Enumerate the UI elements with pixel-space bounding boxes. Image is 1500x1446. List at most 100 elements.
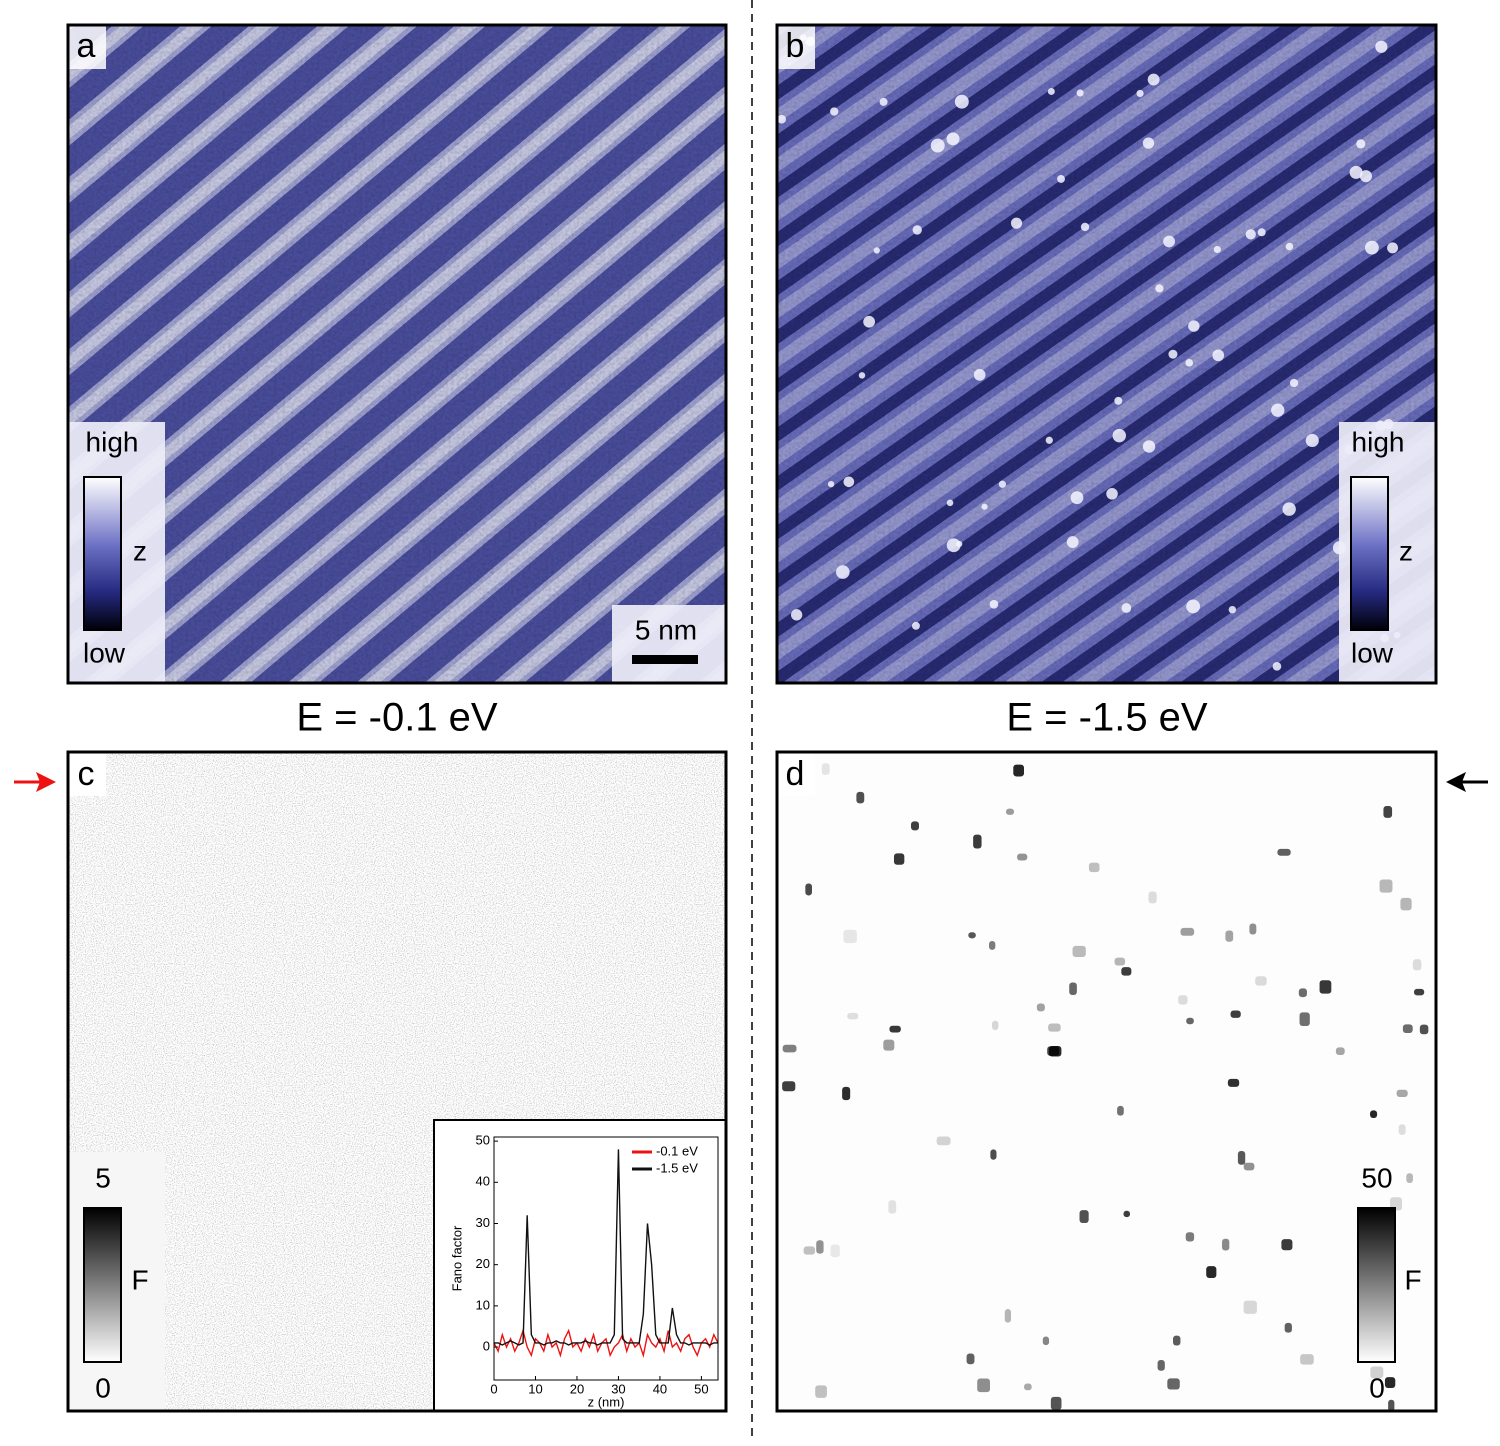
spot: [1375, 40, 1388, 53]
spot: [1048, 1045, 1062, 1057]
plot-frame: [493, 1136, 719, 1381]
spot: [1271, 403, 1285, 417]
spot: [847, 1012, 859, 1020]
spot: [1243, 1300, 1257, 1314]
spot: [1042, 1336, 1050, 1346]
spot: [1186, 599, 1201, 614]
spot: [1163, 235, 1176, 248]
spot: [843, 929, 857, 944]
spot: [1048, 1023, 1061, 1032]
colorbar: [1350, 476, 1389, 631]
spot: [968, 932, 976, 939]
spot: [1359, 170, 1372, 183]
spot: [1066, 536, 1079, 548]
spot: [912, 225, 922, 235]
spot: [1005, 808, 1015, 815]
spot: [1289, 378, 1299, 388]
spot: [1136, 89, 1144, 98]
spot: [1383, 805, 1393, 818]
colorbar-bottom: low: [83, 637, 126, 668]
x-tick-label: 40: [653, 1381, 667, 1396]
spot: [1123, 1210, 1131, 1218]
inset: [433, 1119, 727, 1412]
spot: [1088, 862, 1100, 873]
spot: [989, 599, 999, 609]
spot: [830, 107, 839, 116]
panel-label: c: [78, 755, 95, 793]
spot: [1227, 1078, 1240, 1087]
spot: [1243, 1162, 1255, 1171]
spot: [1300, 1354, 1314, 1365]
spot: [856, 791, 865, 804]
spot: [1017, 853, 1028, 861]
texture: [68, 25, 726, 683]
x-tick-label: 30: [611, 1381, 625, 1396]
inset-chart: 0 10 20 30 40 50 0 10 20 30 40 50 z (nm) Fano factor -…: [449, 1133, 719, 1409]
label-bg: [68, 752, 106, 796]
spot: [1412, 959, 1422, 971]
spot: [1024, 1383, 1032, 1391]
spot: [910, 821, 919, 831]
spot: [1117, 1105, 1124, 1116]
colorbar-bottom: 0: [1369, 1372, 1385, 1403]
y-tick-label: 20: [476, 1256, 490, 1271]
spot: [790, 609, 803, 621]
spot: [1157, 1359, 1165, 1371]
colorbar-axis: z: [133, 535, 147, 566]
spot: [1050, 1396, 1062, 1410]
colorbar: [1357, 1207, 1396, 1363]
panel-label: b: [786, 27, 805, 65]
y-tick-label: 10: [476, 1297, 490, 1312]
energy-label: E = -0.1 eV: [296, 696, 498, 740]
spot: [1379, 879, 1393, 893]
colorbar-top: high: [1352, 426, 1405, 457]
colorbar: [83, 1207, 122, 1363]
spot: [1013, 764, 1025, 777]
spot: [879, 97, 888, 106]
spot: [991, 1020, 999, 1031]
spot: [889, 1025, 901, 1033]
colorbar-bottom: low: [1351, 637, 1394, 668]
frame: [775, 750, 1438, 1413]
fano-map: [777, 752, 1436, 1411]
spot: [1173, 1335, 1181, 1346]
spot: [1237, 1150, 1246, 1165]
colorbar-bottom: 0: [95, 1372, 111, 1403]
spot: [1112, 428, 1126, 443]
spot: [1188, 320, 1200, 332]
x-tick-label: 20: [570, 1381, 584, 1396]
spot: [989, 940, 996, 950]
panel-c: c 5 F 0 0 10 20 30 40 50 0 10 20 30 40 50 z (nm) Fano…: [66, 750, 728, 1413]
spot: [1230, 1010, 1241, 1018]
spot: [1155, 284, 1164, 293]
spot: [1402, 1024, 1413, 1033]
panel-d: d 50 F 0: [775, 750, 1438, 1413]
spot: [1249, 923, 1257, 935]
spot: [1384, 1377, 1396, 1388]
y-tick-label: 40: [476, 1174, 490, 1189]
data-line: [494, 1149, 718, 1346]
spot: [863, 315, 876, 328]
colorbar-axis: z: [1399, 535, 1413, 566]
data-line: [493, 1328, 719, 1358]
colorbar-axis: F: [1404, 1264, 1421, 1295]
x-axis-label: z (nm): [588, 1394, 625, 1409]
spot: [990, 1149, 997, 1160]
spot: [1004, 1309, 1012, 1323]
spot: [858, 372, 866, 379]
y-tick-label: 0: [483, 1338, 490, 1353]
spot: [1257, 228, 1266, 237]
spot: [842, 1086, 851, 1101]
scale-bar: [632, 655, 698, 664]
colorbar-top: high: [86, 426, 139, 457]
spot: [1281, 1239, 1293, 1251]
spot: [1106, 488, 1118, 500]
spot: [1364, 240, 1379, 255]
spot: [803, 1246, 816, 1255]
spot: [1045, 436, 1053, 444]
spot: [1185, 359, 1194, 367]
spot: [1299, 1012, 1310, 1027]
legend-label: -0.1 eV: [656, 1143, 698, 1158]
spot: [936, 1136, 951, 1146]
frame: [66, 750, 728, 1413]
